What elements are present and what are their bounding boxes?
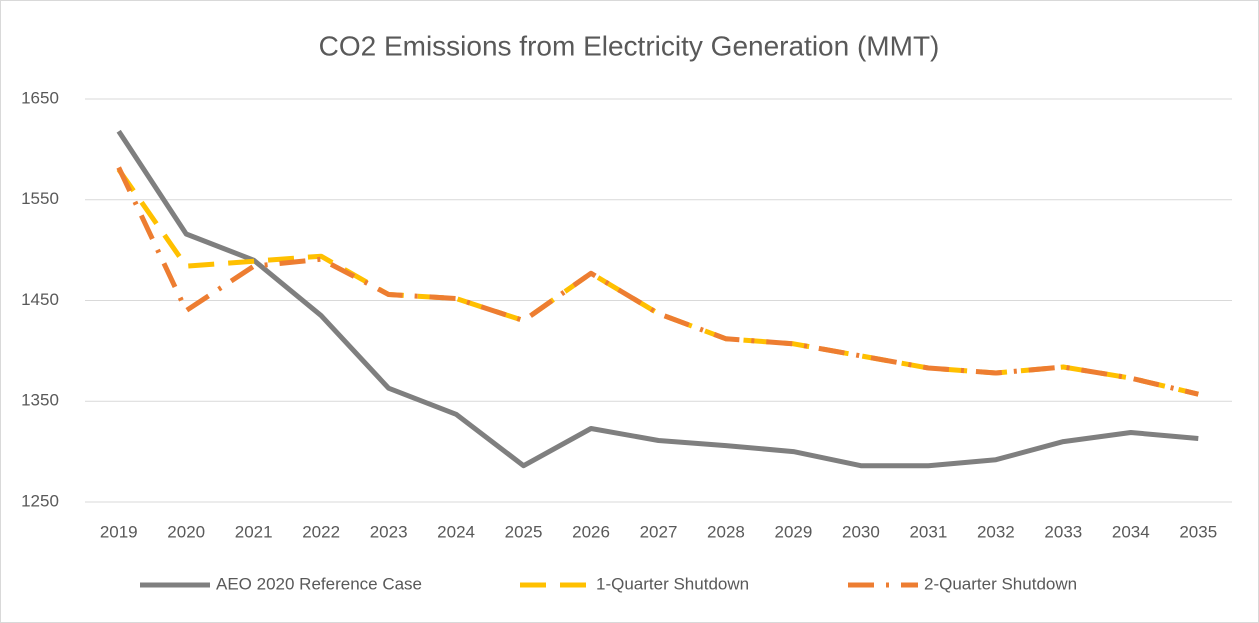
legend-label: AEO 2020 Reference Case <box>216 574 422 593</box>
x-tick-label: 2032 <box>977 522 1015 541</box>
x-tick-label: 2019 <box>100 522 138 541</box>
y-tick-label: 1350 <box>21 391 59 410</box>
x-tick-label: 2021 <box>235 522 273 541</box>
y-tick-label: 1550 <box>21 189 59 208</box>
x-tick-label: 2026 <box>572 522 610 541</box>
x-tick-label: 2033 <box>1044 522 1082 541</box>
x-tick-label: 2028 <box>707 522 745 541</box>
x-tick-label: 2029 <box>775 522 813 541</box>
x-tick-label: 2024 <box>437 522 475 541</box>
chart-title: CO2 Emissions from Electricity Generatio… <box>319 30 940 61</box>
x-tick-label: 2022 <box>302 522 340 541</box>
series-line <box>116 129 1199 469</box>
x-tick-label: 2025 <box>505 522 543 541</box>
y-tick-label: 1650 <box>21 88 59 107</box>
x-tick-label: 2035 <box>1179 522 1217 541</box>
y-tick-label: 1250 <box>21 491 59 510</box>
legend-label: 2-Quarter Shutdown <box>924 574 1077 593</box>
x-tick-label: 2020 <box>167 522 205 541</box>
series-line <box>116 166 1199 397</box>
x-tick-label: 2031 <box>909 522 947 541</box>
x-tick-label: 2023 <box>370 522 408 541</box>
x-tick-label: 2030 <box>842 522 880 541</box>
x-tick-label: 2027 <box>640 522 678 541</box>
legend-label: 1-Quarter Shutdown <box>596 574 749 593</box>
x-tick-label: 2034 <box>1112 522 1150 541</box>
y-tick-label: 1450 <box>21 290 59 309</box>
